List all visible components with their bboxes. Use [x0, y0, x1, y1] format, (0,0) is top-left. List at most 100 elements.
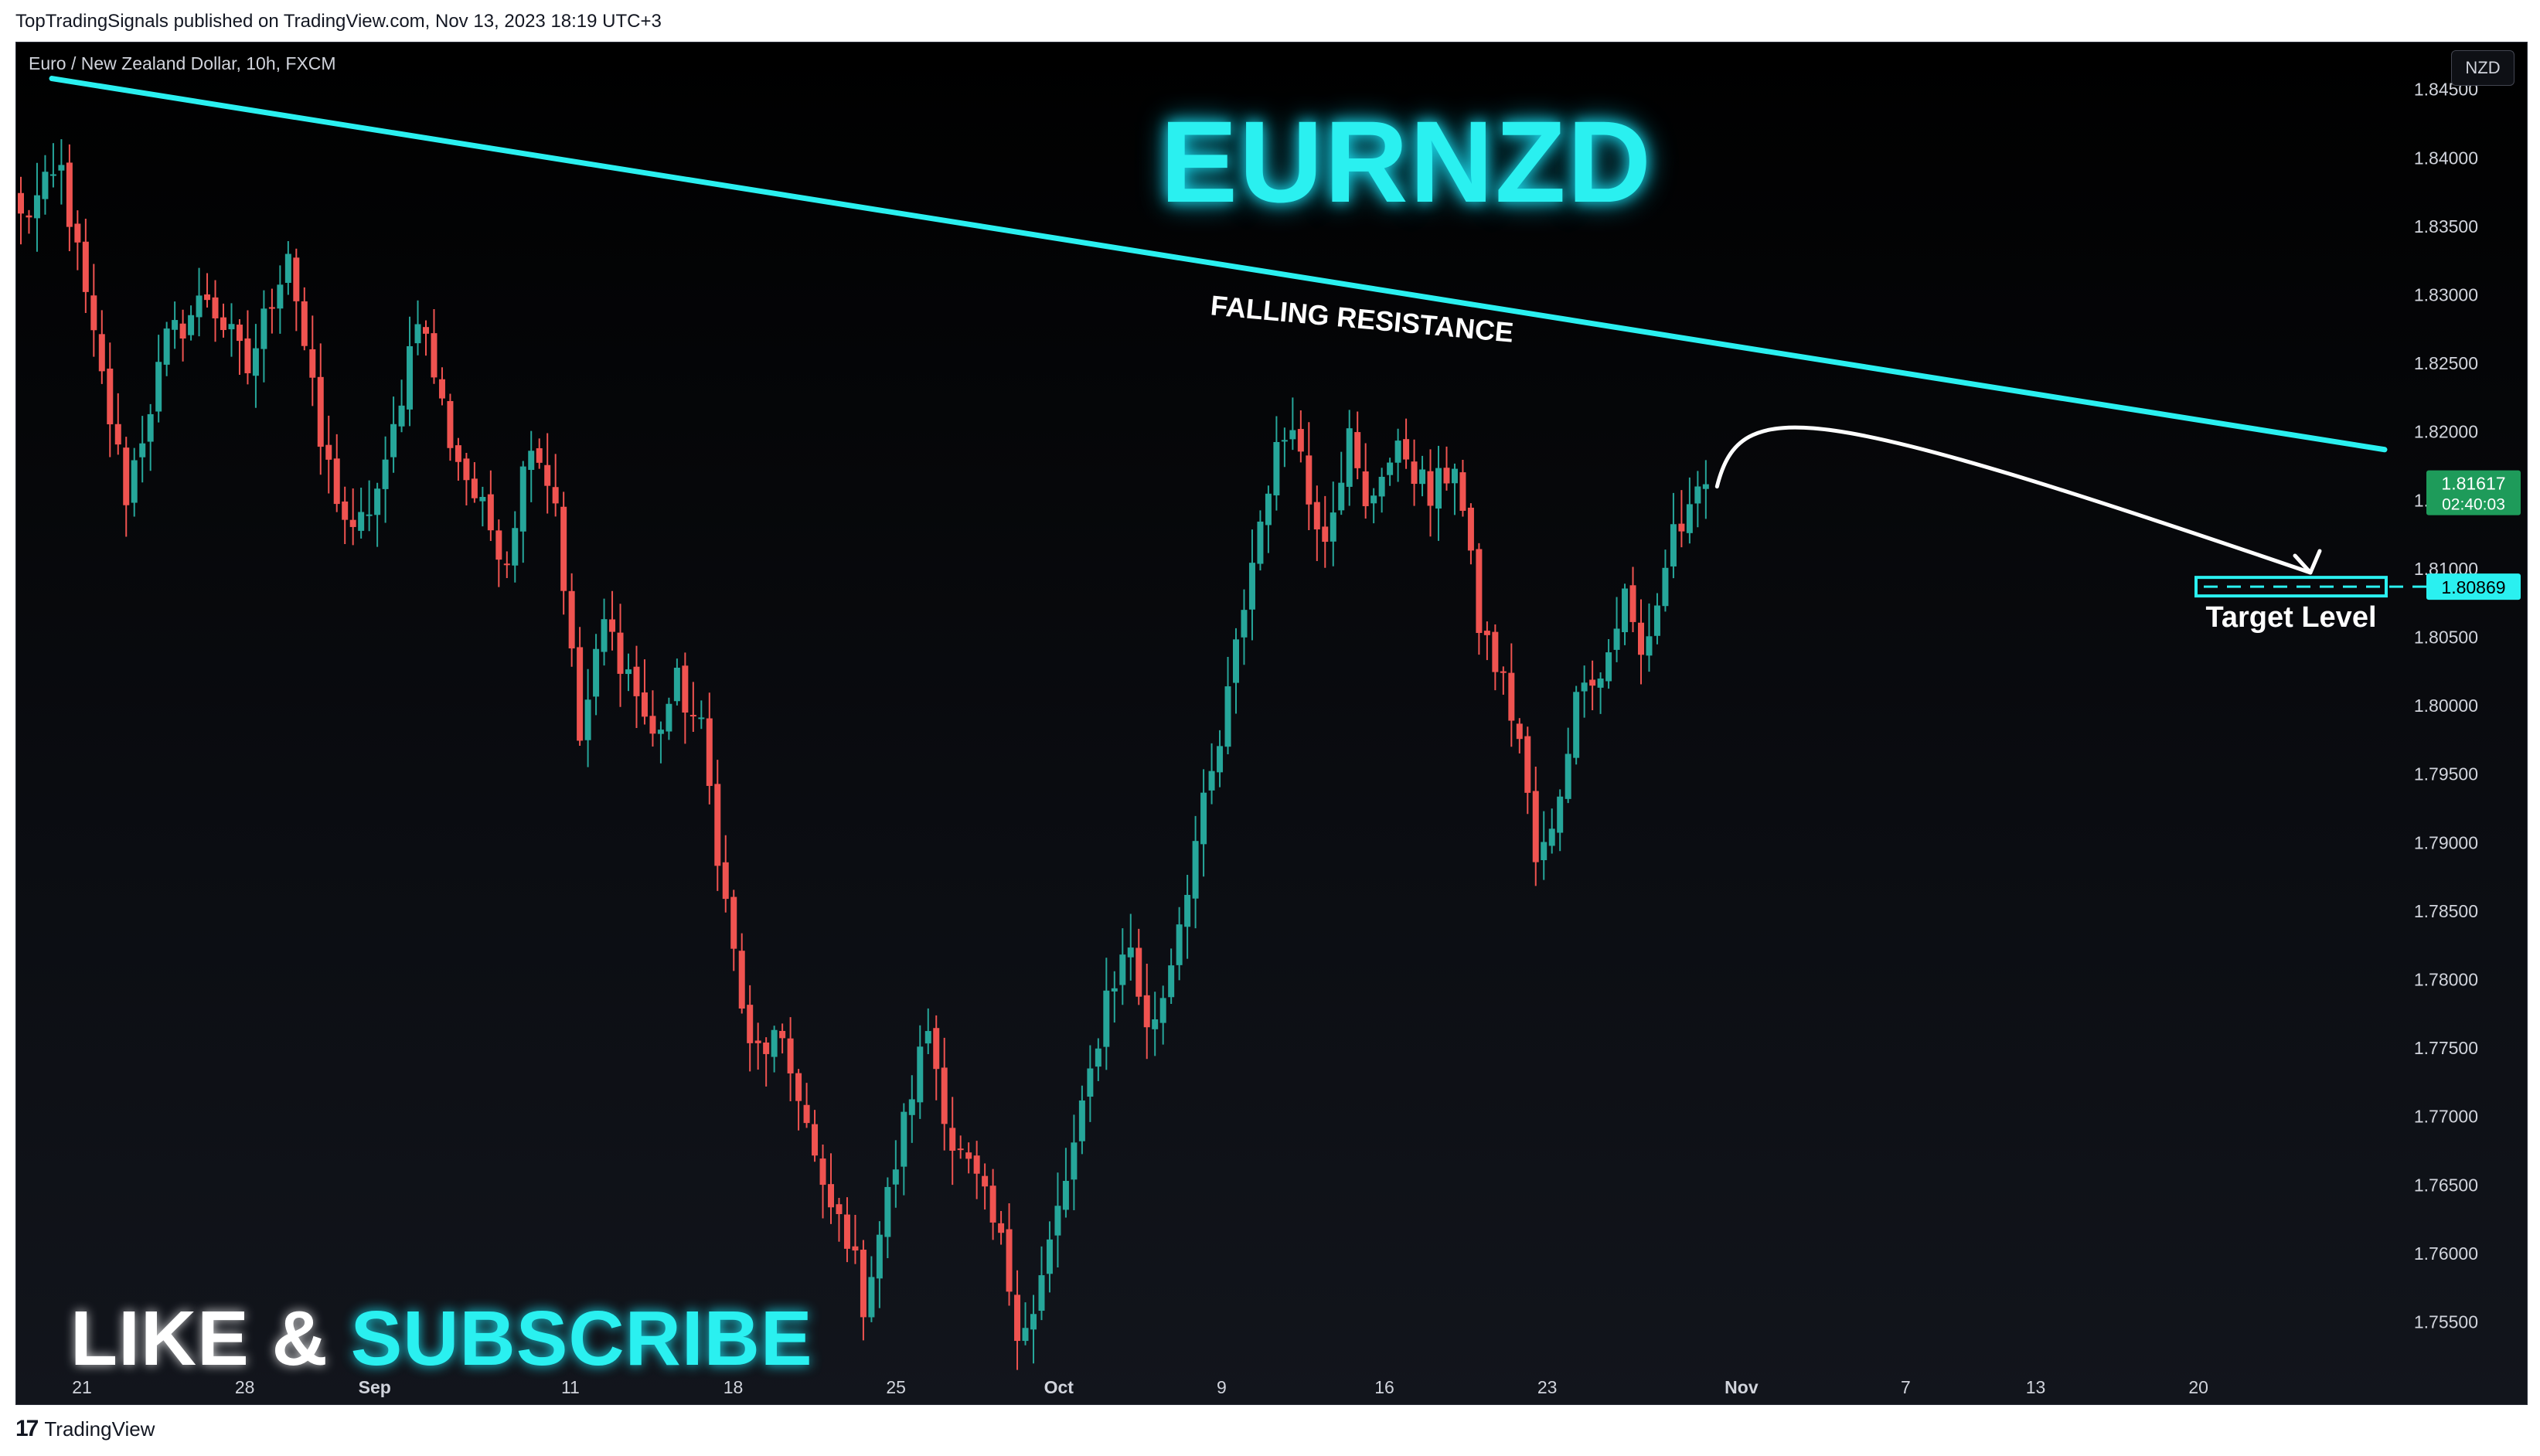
candle-body: [317, 376, 324, 447]
candle-body: [730, 896, 737, 949]
candle-body: [1483, 631, 1490, 635]
candle-body: [1006, 1229, 1013, 1292]
candle-body: [584, 699, 591, 740]
candle-body: [1078, 1100, 1085, 1141]
candle-body: [1322, 526, 1329, 543]
candle-body: [1313, 502, 1320, 530]
candle-body: [349, 519, 356, 527]
candle-body: [577, 647, 584, 741]
x-tick-label: Sep: [359, 1377, 391, 1397]
y-tick-label: 1.82500: [2414, 353, 2478, 373]
candle-body: [277, 284, 284, 309]
candle-body: [1443, 468, 1450, 484]
cta-like: LIKE &: [70, 1295, 351, 1382]
candle-body: [836, 1204, 843, 1214]
candle-body: [649, 716, 656, 734]
candle-body: [876, 1234, 883, 1279]
x-tick-label: 28: [235, 1377, 255, 1397]
candle-body: [471, 478, 478, 498]
candle-body: [1184, 894, 1191, 927]
candle-body: [293, 257, 300, 301]
candle-body: [212, 297, 219, 318]
candle-body: [74, 223, 81, 243]
candle-body: [1200, 792, 1207, 845]
candle-body: [1306, 455, 1313, 505]
candle-body: [42, 172, 49, 199]
candle-body: [1248, 563, 1255, 610]
candle-body: [1233, 639, 1239, 683]
candle-body: [1370, 495, 1377, 504]
candle-body: [18, 192, 24, 214]
candle-body: [819, 1158, 826, 1186]
y-tick-label: 1.77000: [2414, 1107, 2478, 1127]
candle-body: [1702, 484, 1709, 489]
candle-body: [560, 506, 567, 591]
tradingview-logo-icon[interactable]: 17: [15, 1416, 39, 1441]
x-tick-label: 20: [2188, 1377, 2208, 1397]
candle-body: [1622, 588, 1629, 633]
candle-body: [123, 447, 130, 505]
candle-body: [447, 400, 454, 448]
candle-body: [382, 459, 389, 489]
candle-body: [1046, 1239, 1053, 1274]
candle-body: [414, 324, 421, 344]
candle-body: [787, 1038, 794, 1073]
symbol-legend[interactable]: Euro / New Zealand Dollar, 10h, FXCM: [29, 53, 336, 73]
candle-body: [1273, 441, 1280, 495]
candle-body: [284, 253, 291, 284]
candle-body: [1030, 1314, 1037, 1330]
x-tick-label: 7: [1901, 1377, 1911, 1397]
candle-body: [1054, 1206, 1061, 1236]
x-tick-label: 13: [2026, 1377, 2046, 1397]
candle-body: [738, 951, 745, 1009]
candle-body: [147, 413, 154, 442]
candle-body: [1573, 692, 1580, 758]
candle-body: [172, 320, 179, 330]
candle-body: [1119, 954, 1126, 985]
projection-curve: [1714, 425, 2313, 575]
candle-body: [1152, 1019, 1159, 1029]
candle-body: [1362, 471, 1369, 506]
candle-body: [779, 1030, 786, 1039]
currency-button[interactable]: NZD: [2451, 50, 2514, 86]
y-tick-label: 1.80500: [2414, 628, 2478, 648]
y-tick-label: 1.80000: [2414, 696, 2478, 716]
candle-body: [795, 1073, 802, 1101]
candle-body: [982, 1175, 989, 1187]
footer-brand[interactable]: TradingView: [44, 1417, 155, 1441]
cta-subscribe: SUBSCRIBE: [350, 1295, 813, 1382]
candle-body: [1492, 631, 1499, 672]
y-tick-label: 1.76500: [2414, 1175, 2478, 1195]
candle-body: [107, 368, 114, 425]
candle-body: [747, 1005, 754, 1043]
candle-body: [763, 1043, 770, 1054]
candle-body: [1095, 1048, 1101, 1067]
chart-frame[interactable]: 1.84500 1.84000 1.83500 1.83000 1.82500 1.820…: [15, 42, 2528, 1405]
candle-body: [1662, 567, 1669, 607]
y-tick-label: 1.84000: [2414, 148, 2478, 168]
countdown-text: 02:40:03: [2442, 496, 2505, 514]
candle-body: [1581, 682, 1588, 692]
candle-body: [714, 784, 721, 866]
candle-body: [852, 1246, 859, 1251]
candlestick-chart[interactable]: 1.845001.840001.835001.830001.825001.820…: [16, 43, 2527, 1404]
publish-header: TopTradingSignals published on TradingVi…: [15, 11, 662, 32]
candle-body: [941, 1067, 948, 1124]
candle-body: [706, 718, 713, 786]
candle-body: [139, 443, 146, 458]
candle-body: [860, 1250, 867, 1318]
candle-body: [998, 1223, 1005, 1233]
y-tick-label: 1.79000: [2414, 832, 2478, 852]
candle-body: [884, 1186, 891, 1237]
candle-body: [228, 324, 235, 330]
candle-body: [487, 494, 494, 531]
candle-body: [1062, 1181, 1069, 1210]
candle-body: [438, 379, 445, 399]
candle-body: [1459, 472, 1466, 511]
y-tick-label: 1.76000: [2414, 1243, 2478, 1264]
candle-body: [689, 715, 696, 717]
candle-body: [131, 460, 138, 503]
x-tick-label: 18: [724, 1377, 744, 1397]
candle-body: [98, 334, 105, 372]
candle-body: [196, 295, 203, 318]
